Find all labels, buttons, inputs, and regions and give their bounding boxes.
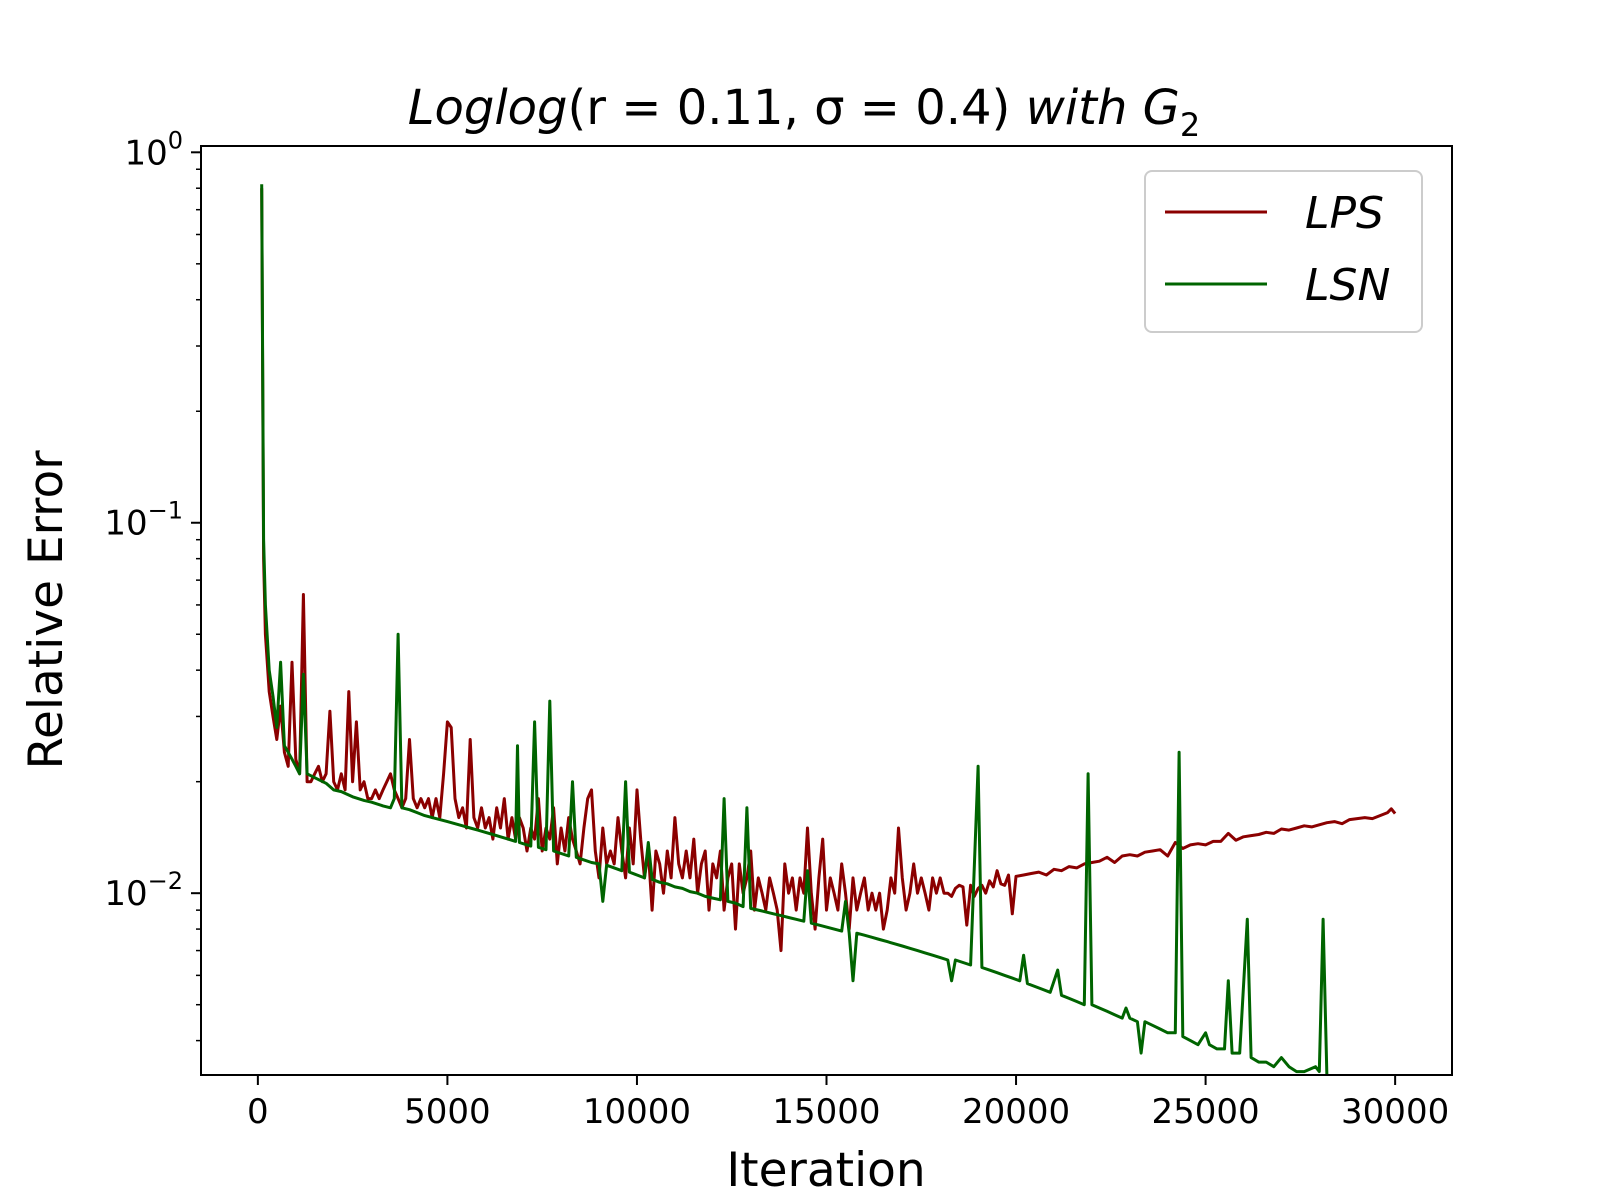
title-name: Loglog [408, 80, 568, 136]
x-tick-label: 0 [247, 1092, 269, 1132]
x-axis-title: Iteration [726, 1143, 925, 1198]
title-with: with [1026, 80, 1143, 136]
x-tick-label: 25000 [1152, 1092, 1260, 1132]
title-g: G [1143, 80, 1180, 136]
y-axis-title: Relative Error [19, 450, 74, 770]
x-tick-label: 30000 [1341, 1092, 1449, 1132]
y-tick-label: 10−1 [104, 497, 183, 544]
series-line-lsn [260, 184, 1329, 1075]
y-axis: 100 10−1 10−2 [104, 126, 201, 1042]
title-params: (r = 0.11, σ = 0.4) [568, 80, 1026, 136]
legend-label-lps: LPS [1305, 188, 1384, 239]
series-layer [260, 184, 1397, 1075]
title-g-subscript: 2 [1180, 106, 1200, 144]
y-tick-label: 100 [124, 126, 183, 173]
chart-title: Loglog(r = 0.11, σ = 0.4) with G2 [408, 80, 1200, 144]
legend: LPS LSN [1144, 170, 1423, 333]
legend-label-lsn: LSN [1305, 260, 1390, 311]
x-tick-label: 20000 [962, 1092, 1070, 1132]
x-axis: 0 5000 10000 15000 20000 25000 30000 [247, 1075, 1449, 1132]
x-tick-label: 5000 [404, 1092, 491, 1132]
x-tick-label: 15000 [772, 1092, 880, 1132]
y-tick-label: 10−2 [104, 867, 183, 914]
x-tick-label: 10000 [583, 1092, 691, 1132]
